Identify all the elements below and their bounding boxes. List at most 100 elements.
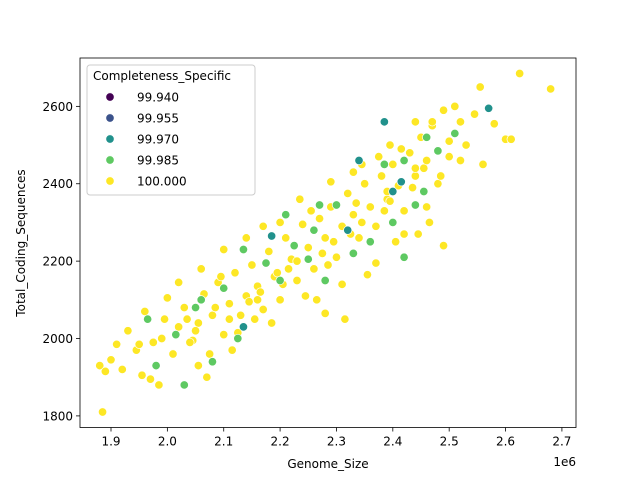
legend: Completeness_Specific 99.940 99.955 99.970… bbox=[86, 64, 256, 196]
x-tick-label: 2.2 bbox=[271, 435, 290, 449]
data-point bbox=[438, 241, 449, 251]
data-point bbox=[112, 339, 122, 349]
data-point bbox=[410, 163, 420, 173]
data-point bbox=[399, 155, 409, 166]
data-point bbox=[261, 258, 271, 268]
data-point bbox=[309, 264, 319, 274]
data-point bbox=[399, 206, 409, 216]
data-point bbox=[320, 308, 330, 318]
data-point bbox=[340, 314, 350, 324]
data-point bbox=[396, 144, 406, 154]
data-point bbox=[238, 322, 248, 332]
data-point bbox=[174, 277, 184, 287]
data-point bbox=[275, 275, 285, 286]
x-tick-label: 2.4 bbox=[383, 435, 402, 449]
data-point bbox=[455, 117, 465, 127]
data-point bbox=[357, 217, 367, 227]
data-point bbox=[427, 117, 437, 127]
data-point bbox=[455, 155, 465, 166]
data-point bbox=[252, 295, 263, 305]
data-point bbox=[433, 179, 443, 189]
data-point bbox=[515, 68, 525, 79]
data-point bbox=[348, 210, 358, 220]
data-point bbox=[191, 326, 201, 336]
data-point bbox=[371, 221, 381, 231]
data-point bbox=[475, 82, 485, 92]
data-point bbox=[281, 210, 291, 220]
data-point bbox=[292, 256, 302, 266]
data-point bbox=[247, 260, 257, 270]
data-point bbox=[354, 233, 364, 243]
data-point bbox=[267, 231, 277, 241]
data-point bbox=[450, 101, 460, 111]
data-point bbox=[250, 314, 260, 324]
data-point bbox=[134, 339, 144, 349]
data-point bbox=[182, 314, 192, 324]
data-point bbox=[385, 140, 395, 150]
data-point bbox=[461, 140, 471, 150]
data-point bbox=[317, 248, 327, 258]
data-point bbox=[216, 272, 226, 282]
data-point bbox=[422, 132, 432, 142]
data-point bbox=[312, 295, 322, 305]
data-point bbox=[174, 322, 184, 332]
legend-marker bbox=[105, 155, 115, 165]
x-tick-label: 2.6 bbox=[496, 435, 515, 449]
data-point bbox=[219, 283, 229, 293]
data-point bbox=[157, 333, 167, 344]
data-point bbox=[323, 260, 333, 270]
data-point bbox=[241, 233, 251, 243]
data-point bbox=[238, 244, 248, 255]
data-point bbox=[145, 374, 155, 384]
data-point bbox=[160, 314, 170, 324]
data-point bbox=[422, 202, 432, 212]
y-axis-ticks: 1800 2000 2200 2400 2600 bbox=[42, 100, 80, 423]
y-tick-label: 2400 bbox=[42, 177, 73, 191]
data-point bbox=[168, 349, 178, 359]
data-point bbox=[399, 229, 409, 239]
data-point bbox=[424, 217, 434, 227]
data-point bbox=[137, 370, 147, 380]
data-point bbox=[207, 357, 217, 367]
data-point bbox=[385, 196, 395, 206]
data-point bbox=[171, 330, 181, 340]
data-point bbox=[272, 268, 282, 278]
data-point bbox=[337, 279, 347, 289]
data-point bbox=[230, 268, 240, 278]
x-tick-label: 2.3 bbox=[327, 435, 346, 449]
data-point bbox=[196, 295, 206, 305]
x-tick-label: 1.9 bbox=[101, 435, 120, 449]
y-tick-label: 2600 bbox=[42, 100, 73, 114]
data-point bbox=[419, 186, 429, 197]
data-point bbox=[469, 109, 480, 119]
data-point bbox=[207, 310, 217, 320]
data-point bbox=[292, 275, 302, 286]
data-point bbox=[106, 355, 116, 365]
data-point bbox=[162, 293, 172, 303]
data-point bbox=[283, 264, 294, 274]
legend-box bbox=[86, 64, 256, 196]
data-point bbox=[224, 314, 234, 324]
data-point bbox=[258, 304, 268, 315]
data-point bbox=[185, 337, 195, 347]
data-points bbox=[95, 68, 556, 417]
data-point bbox=[298, 219, 308, 229]
data-point bbox=[379, 159, 389, 169]
data-point bbox=[329, 237, 339, 247]
data-point bbox=[433, 146, 443, 156]
legend-title: Completeness_Specific bbox=[93, 69, 231, 83]
y-tick-label: 2200 bbox=[42, 255, 73, 269]
data-point bbox=[264, 246, 274, 257]
data-point bbox=[100, 366, 110, 376]
data-point bbox=[314, 200, 325, 210]
data-point bbox=[376, 171, 387, 181]
data-point bbox=[506, 134, 516, 144]
data-point bbox=[143, 314, 153, 324]
data-point bbox=[202, 372, 212, 382]
data-point bbox=[314, 214, 325, 224]
data-point bbox=[300, 291, 310, 301]
data-point bbox=[179, 380, 189, 390]
data-point bbox=[351, 198, 361, 208]
